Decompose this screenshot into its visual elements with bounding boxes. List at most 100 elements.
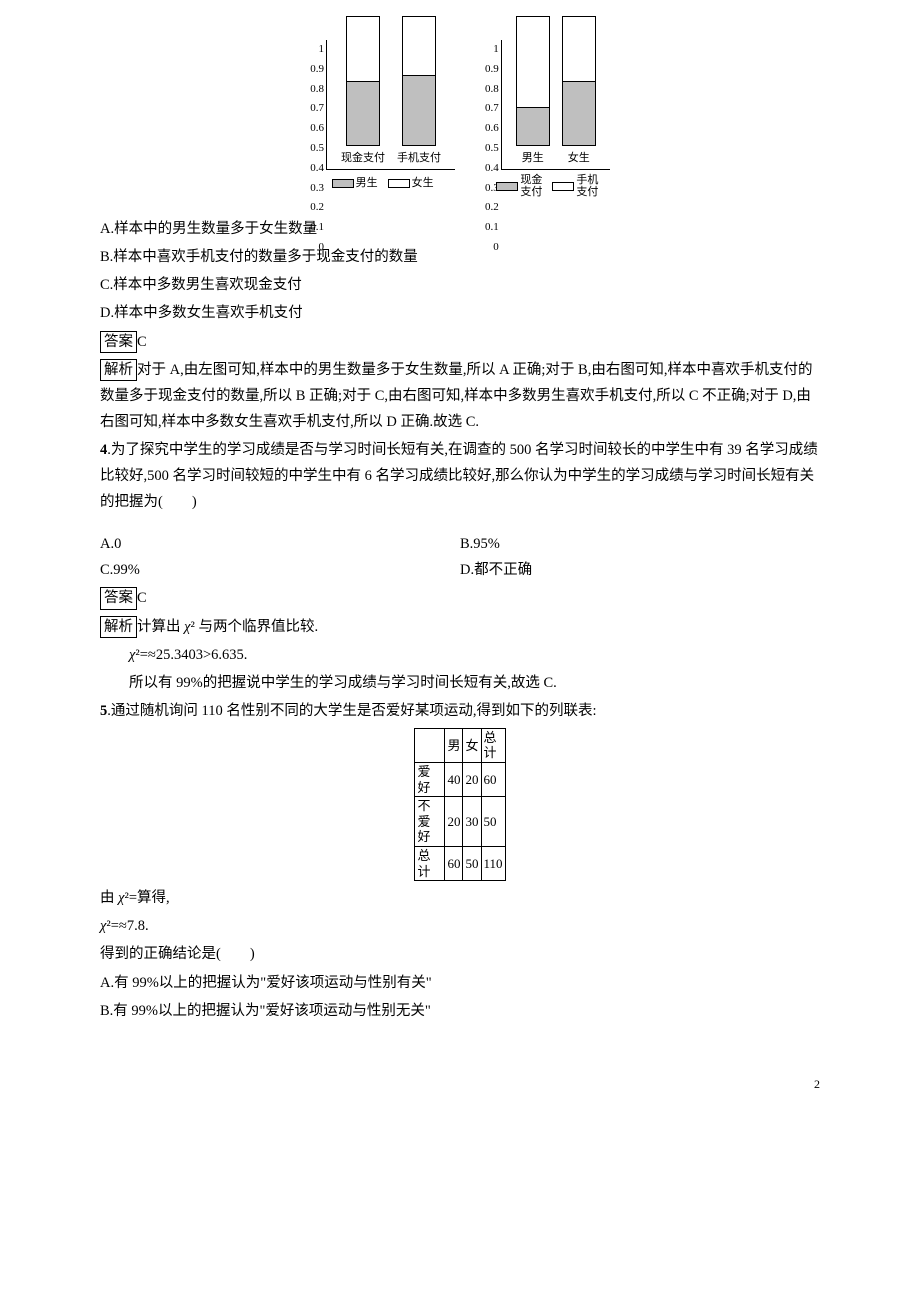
ytick: 0.8 [310, 80, 324, 100]
chart-left-plot: 10.90.80.70.60.50.40.30.20.10 现金支付手机支付 [310, 40, 455, 170]
legend-item: 女生 [388, 174, 434, 194]
page-number: 2 [100, 1074, 820, 1096]
bar-seg-top [517, 17, 549, 107]
table-header-cell: 女 [463, 728, 481, 762]
chart-right: 10.90.80.70.60.50.40.30.20.10 男生 女生 现金 支付… [485, 40, 610, 198]
table-cell: 40 [445, 763, 463, 797]
q3-opt-b: B.样本中喜欢手机支付的数量多于现金支付的数量 [100, 244, 820, 270]
ytick: 0.7 [485, 99, 499, 119]
q4-answer: C [137, 590, 147, 606]
answer-label: 答案 [100, 587, 137, 609]
yaxis-left: 10.90.80.70.60.50.40.30.20.10 [310, 40, 324, 170]
table-cell: 60 [481, 763, 505, 797]
legend-left: 男生 女生 [332, 174, 434, 194]
ytick: 0.2 [485, 198, 499, 218]
q4-explain-row1: 解析计算出 χ² 与两个临界值比较. [100, 614, 820, 640]
bar-xlabel: 现金支付 [341, 149, 385, 169]
q3-answer: C [137, 334, 147, 350]
legend-item: 男生 [332, 174, 378, 194]
legend-swatch [388, 179, 410, 188]
table-header-row: 男女总计 [415, 728, 505, 762]
ytick: 0 [485, 238, 499, 258]
legend-swatch [552, 182, 574, 191]
bar-seg-bottom [517, 107, 549, 145]
ytick: 1 [485, 40, 499, 60]
q4-answer-row: 答案C [100, 585, 820, 611]
bar-xlabel: 男生 [522, 149, 544, 169]
q4-options: A.0 B.95% C.99% D.都不正确 [100, 531, 820, 583]
ytick: 0.1 [485, 218, 499, 238]
table-cell: 50 [481, 797, 505, 847]
q3-answer-row: 答案C [100, 329, 820, 355]
table-cell: 20 [445, 797, 463, 847]
bar [402, 16, 436, 146]
ytick: 0.5 [485, 139, 499, 159]
bars-left: 现金支付手机支付 [326, 40, 455, 170]
q4-opt-b: B.95% [460, 531, 820, 557]
bar-seg-top [347, 17, 379, 81]
bar-xlabel: 手机支付 [397, 149, 441, 169]
bar-seg-bottom [403, 75, 435, 145]
contingency-table: 男女总计爱好402060不爱好203050总计6050110 [414, 728, 505, 881]
q3-opt-d: D.样本中多数女生喜欢手机支付 [100, 300, 820, 326]
q3-explain: 对于 A,由左图可知,样本中的男生数量多于女生数量,所以 A 正确;对于 B,由… [100, 362, 812, 430]
ytick: 1 [310, 40, 324, 60]
table-cell: 爱好 [415, 763, 445, 797]
legend-label: 女生 [412, 177, 434, 189]
table-row: 爱好402060 [415, 763, 505, 797]
chart-right-plot: 10.90.80.70.60.50.40.30.20.10 男生 女生 [485, 40, 610, 170]
legend-label: 现金 支付 [520, 174, 542, 198]
table-cell: 60 [445, 847, 463, 881]
q3-explain-row: 解析对于 A,由左图可知,样本中的男生数量多于女生数量,所以 A 正确;对于 B… [100, 357, 820, 435]
bar-seg-bottom [347, 81, 379, 145]
legend-swatch [496, 182, 518, 191]
spacer [100, 517, 820, 531]
table-row: 不爱好203050 [415, 797, 505, 847]
bar [346, 16, 380, 146]
q4-stem: 4.为了探究中学生的学习成绩是否与学习时间长短有关,在调查的 500 名学习时间… [100, 437, 820, 515]
ytick: 0.9 [310, 60, 324, 80]
q5-line2: χ²=≈7.8. [100, 913, 820, 939]
explain-label: 解析 [100, 616, 137, 638]
table-row: 总计6050110 [415, 847, 505, 881]
bars-right: 男生 女生 [501, 40, 610, 170]
q5-line1: 由 χ²=算得, [100, 885, 820, 911]
q5-stem-text: .通过随机询问 110 名性别不同的大学生是否爱好某项运动,得到如下的列联表: [107, 703, 596, 719]
q3-opt-a: A.样本中的男生数量多于女生数量 [100, 216, 820, 242]
bar [516, 16, 550, 146]
q5-line3: 得到的正确结论是( ) [100, 941, 820, 967]
q4-opt-a: A.0 [100, 531, 460, 557]
ytick: 0.7 [310, 99, 324, 119]
q4-opt-d: D.都不正确 [460, 557, 820, 583]
answer-label: 答案 [100, 331, 137, 353]
legend-item: 现金 支付 [496, 174, 542, 198]
ytick: 0.6 [485, 119, 499, 139]
q3-opt-c: C.样本中多数男生喜欢现金支付 [100, 272, 820, 298]
bar-col: 女生 [562, 16, 596, 169]
bar-col: 手机支付 [397, 16, 441, 169]
table-header-cell: 总计 [481, 728, 505, 762]
charts-row: 10.90.80.70.60.50.40.30.20.10 现金支付手机支付 男… [100, 40, 820, 198]
bar-seg-top [563, 17, 595, 81]
table-header-cell: 男 [445, 728, 463, 762]
q5-stem: 5.通过随机询问 110 名性别不同的大学生是否爱好某项运动,得到如下的列联表: [100, 698, 820, 724]
legend-label: 手机 支付 [576, 174, 598, 198]
chart-left: 10.90.80.70.60.50.40.30.20.10 现金支付手机支付 男… [310, 40, 455, 198]
yaxis-right: 10.90.80.70.60.50.40.30.20.10 [485, 40, 499, 170]
q4-stem-text: .为了探究中学生的学习成绩是否与学习时间长短有关,在调查的 500 名学习时间较… [100, 442, 818, 510]
table-cell: 110 [481, 847, 505, 881]
legend-item: 手机 支付 [552, 174, 598, 198]
table-header-cell [415, 728, 445, 762]
q4-opt-c: C.99% [100, 557, 460, 583]
table-cell: 50 [463, 847, 481, 881]
ytick: 0.5 [310, 139, 324, 159]
bar [562, 16, 596, 146]
bar-xlabel: 女生 [568, 149, 590, 169]
table-cell: 20 [463, 763, 481, 797]
ytick: 0.4 [310, 159, 324, 179]
q5-opt-a: A.有 99%以上的把握认为"爱好该项运动与性别有关" [100, 970, 820, 996]
ytick: 0.8 [485, 80, 499, 100]
bar-col: 男生 [516, 16, 550, 169]
q4-exp2: χ²=≈25.3403>6.635. [100, 642, 820, 668]
bar-seg-top [403, 17, 435, 75]
